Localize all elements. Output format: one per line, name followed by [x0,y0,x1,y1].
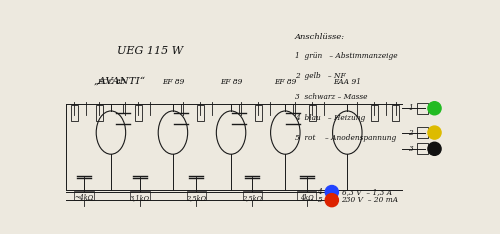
Bar [254,105,262,121]
Circle shape [428,126,441,139]
Text: „AVANTI“: „AVANTI“ [94,77,146,86]
Text: UEG 115 W: UEG 115 W [117,46,183,56]
Text: 3: 3 [408,145,413,153]
Text: 5: 5 [318,196,322,204]
Bar [297,191,316,200]
Bar [70,105,78,121]
Bar [392,105,399,121]
Bar [417,143,428,154]
Text: ~4kΩ: ~4kΩ [74,194,94,202]
Text: EAA 91: EAA 91 [334,78,361,86]
Text: 3,1kΩ: 3,1kΩ [130,194,150,202]
Text: 4kΩ: 4kΩ [300,194,314,202]
Circle shape [325,194,338,207]
Bar [242,191,262,200]
Circle shape [428,102,441,115]
Bar [134,105,141,121]
Bar [417,127,428,138]
Text: 2  gelb   – NF: 2 gelb – NF [295,72,346,80]
Text: Anschlüsse:: Anschlüsse: [295,33,345,41]
Text: 230 V  – 20 mA: 230 V – 20 mA [342,196,398,204]
Bar [74,191,94,200]
Circle shape [325,186,338,199]
Text: 1  grün   – Abstimmanzeige: 1 grün – Abstimmanzeige [295,51,398,59]
Text: 2,5kΩ: 2,5kΩ [186,194,206,202]
Bar [309,105,316,121]
Bar [130,191,150,200]
Bar [96,105,103,121]
Text: 4: 4 [318,188,322,196]
Bar [371,105,378,121]
Circle shape [428,142,441,155]
Text: 4  blau   – Heizung: 4 blau – Heizung [295,114,365,122]
Bar [186,191,206,200]
Text: 5  rot    – Anodenspannung: 5 rot – Anodenspannung [295,134,396,142]
Text: EF 89: EF 89 [274,78,296,86]
Text: 1: 1 [408,104,413,112]
Bar [196,105,203,121]
Text: 2,5kΩ: 2,5kΩ [242,194,262,202]
Text: ECC 85: ECC 85 [96,78,125,86]
Text: 3  schwarz – Masse: 3 schwarz – Masse [295,93,368,101]
Text: 2: 2 [408,129,413,137]
Text: 6,3 V  – 1,3 A: 6,3 V – 1,3 A [342,188,392,196]
Text: EF 89: EF 89 [220,78,242,86]
Text: EF 89: EF 89 [162,78,184,86]
Bar [417,103,428,114]
